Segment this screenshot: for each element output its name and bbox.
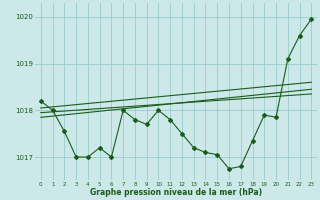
X-axis label: Graphe pression niveau de la mer (hPa): Graphe pression niveau de la mer (hPa) — [90, 188, 262, 197]
